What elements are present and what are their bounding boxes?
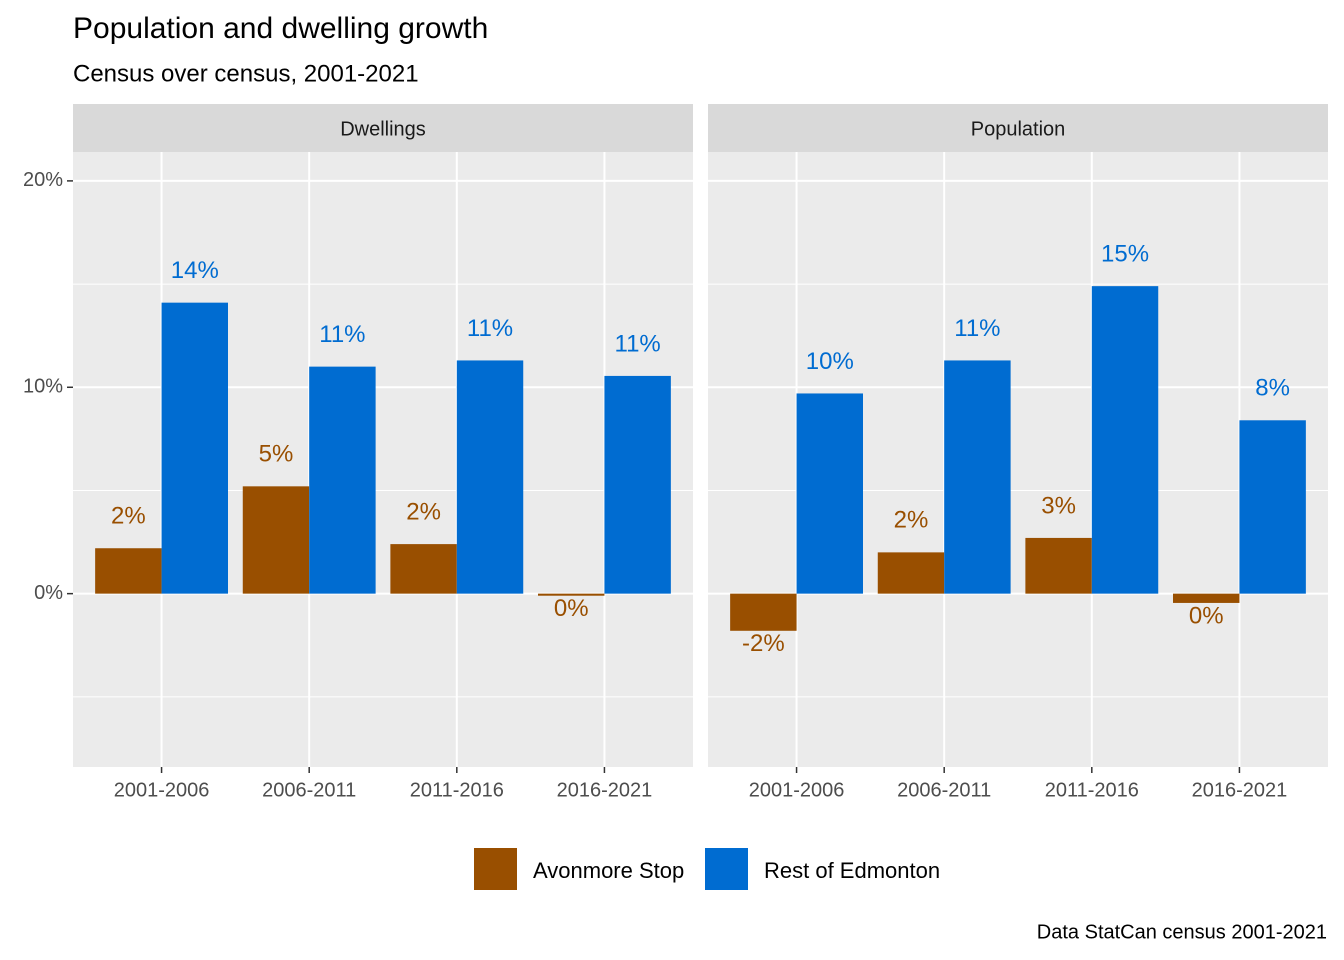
x-tick-label: 2006-2011 bbox=[262, 779, 356, 801]
x-tick-label: 2016-2021 bbox=[1192, 779, 1288, 801]
data-label: 14% bbox=[171, 257, 219, 284]
legend-swatch bbox=[705, 848, 748, 890]
facet-label: Population bbox=[971, 118, 1066, 140]
x-tick-label: 2016-2021 bbox=[557, 779, 653, 801]
bar bbox=[161, 302, 228, 594]
bar bbox=[1173, 593, 1240, 603]
data-label: 0% bbox=[1189, 602, 1224, 629]
bar bbox=[1025, 537, 1092, 594]
data-label: 11% bbox=[954, 315, 1000, 342]
caption: Data StatCan census 2001-2021 bbox=[1037, 921, 1327, 943]
data-label: 2% bbox=[111, 503, 146, 530]
bar bbox=[1091, 286, 1159, 594]
data-label: 5% bbox=[259, 441, 294, 468]
bar bbox=[95, 548, 162, 594]
data-label: 2% bbox=[894, 507, 929, 534]
bar bbox=[456, 360, 524, 594]
legend-label: Rest of Edmonton bbox=[764, 858, 940, 883]
x-tick-label: 2011-2016 bbox=[1045, 779, 1139, 801]
bar bbox=[538, 593, 605, 596]
facet-label: Dwellings bbox=[340, 118, 426, 140]
y-tick-label: 10% bbox=[23, 376, 63, 398]
data-label: 2% bbox=[406, 498, 441, 525]
data-label: -2% bbox=[742, 630, 785, 657]
bar bbox=[1239, 420, 1306, 594]
bar bbox=[242, 486, 310, 594]
x-tick-label: 2001-2006 bbox=[114, 779, 210, 801]
data-label: 11% bbox=[319, 321, 365, 348]
bar bbox=[944, 360, 1011, 594]
chart-subtitle: Census over census, 2001-2021 bbox=[73, 60, 419, 87]
data-label: 11% bbox=[467, 315, 513, 342]
bar bbox=[877, 552, 945, 594]
data-label: 10% bbox=[806, 348, 854, 375]
data-label: 15% bbox=[1101, 240, 1149, 267]
x-tick-label: 2001-2006 bbox=[749, 779, 845, 801]
bar bbox=[730, 593, 797, 631]
chart-title: Population and dwelling growth bbox=[73, 12, 488, 45]
x-tick-label: 2006-2011 bbox=[897, 779, 991, 801]
bar bbox=[309, 366, 376, 594]
y-tick-label: 20% bbox=[23, 169, 63, 191]
data-label: 0% bbox=[554, 595, 589, 622]
legend-label: Avonmore Stop bbox=[533, 858, 684, 883]
data-label: 3% bbox=[1041, 492, 1076, 519]
data-label: 8% bbox=[1255, 375, 1290, 402]
facet-strip bbox=[708, 104, 1328, 152]
data-label: 11% bbox=[615, 330, 661, 357]
bar bbox=[390, 544, 457, 594]
bar bbox=[604, 375, 671, 594]
x-tick-label: 2011-2016 bbox=[410, 779, 504, 801]
legend-swatch bbox=[474, 848, 517, 890]
bar bbox=[796, 393, 863, 594]
facet-strip bbox=[73, 104, 693, 152]
y-tick-label: 0% bbox=[34, 582, 63, 604]
